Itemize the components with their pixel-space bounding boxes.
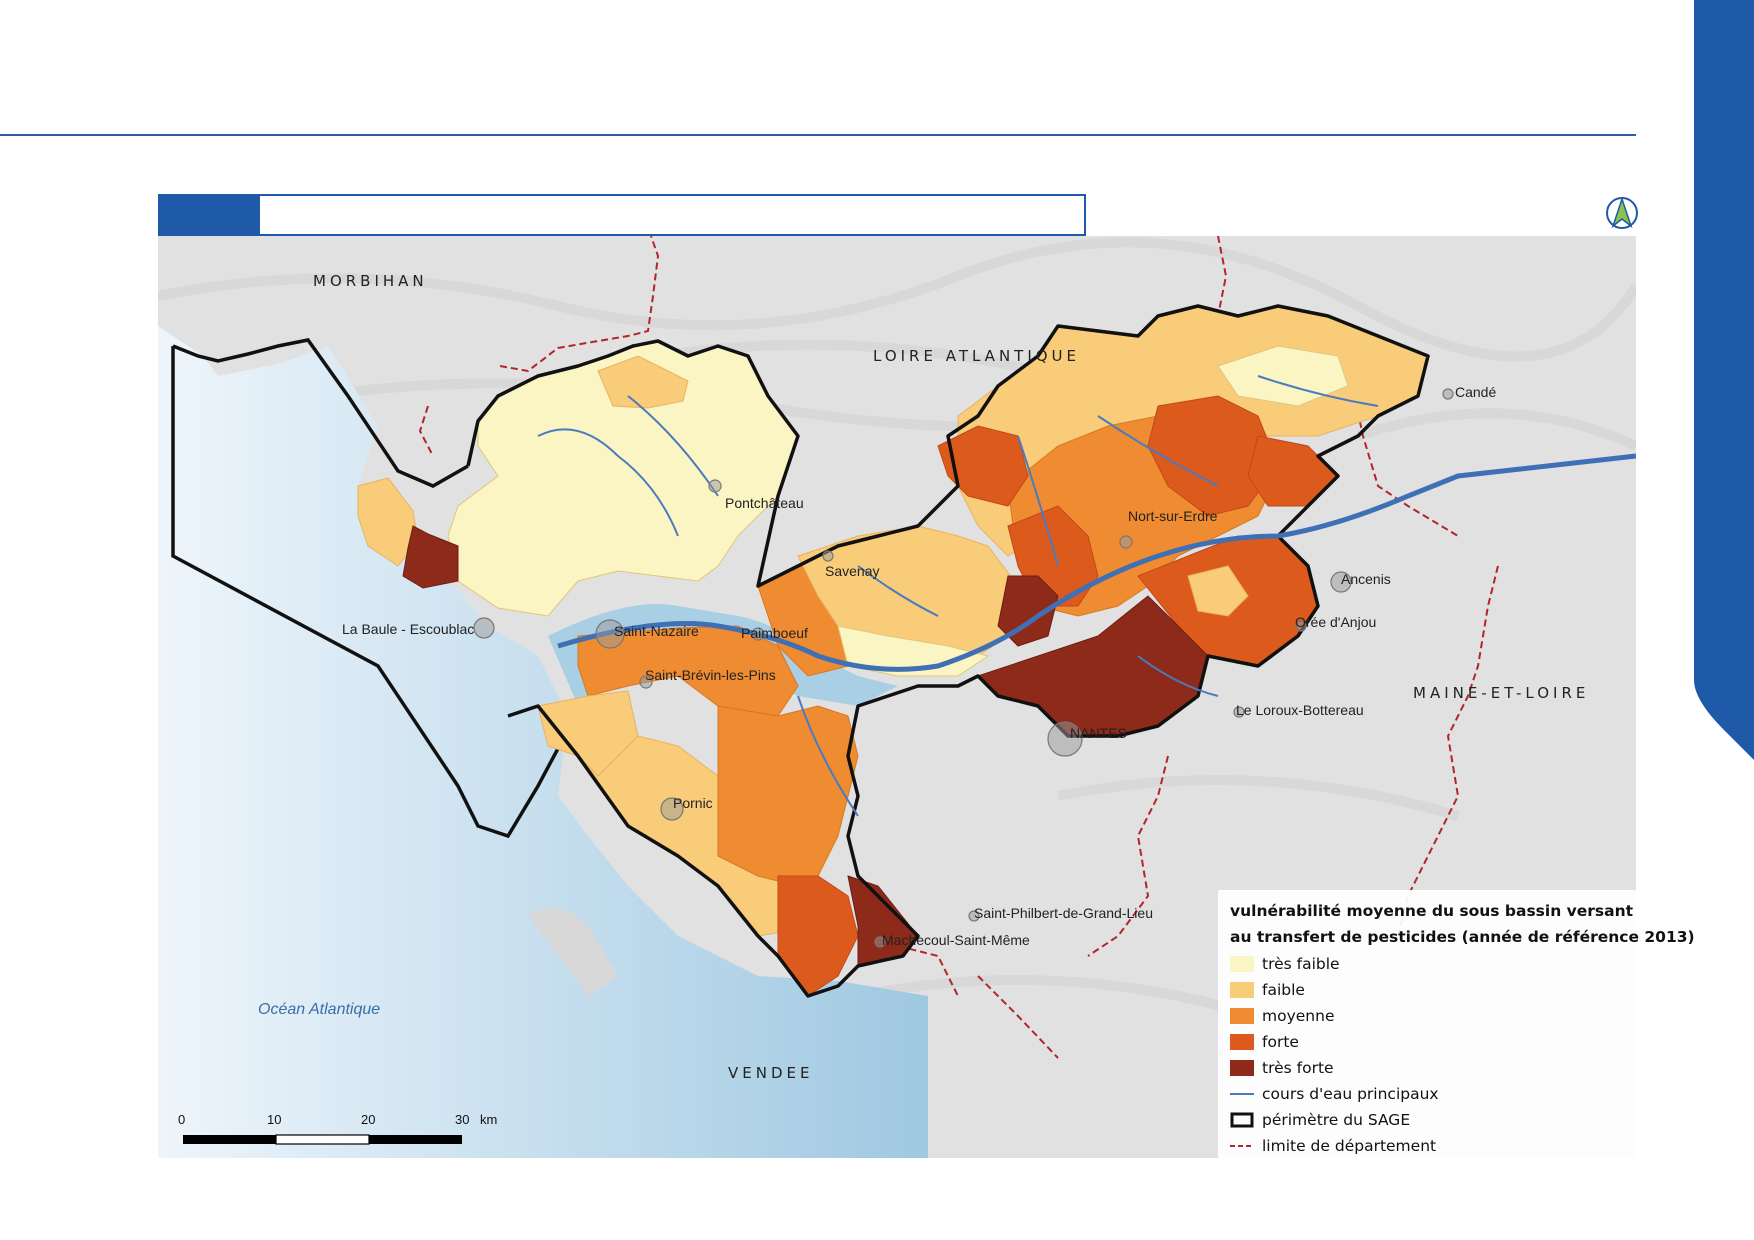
legend-label: cours d'eau principaux	[1262, 1085, 1439, 1103]
marker-saint-nazaire	[595, 619, 625, 649]
ocean-label: Océan Atlantique	[258, 1001, 380, 1018]
town-label-oree: Orée d'Anjou	[1295, 614, 1376, 630]
scale-tick-label: 10	[267, 1112, 282, 1127]
legend-item-tres-forte: très forte	[1230, 1057, 1334, 1079]
town-label-paimboeuf: Paimboeuf	[741, 625, 808, 641]
marker-pornic	[660, 797, 684, 821]
scale-tick-label: 30	[455, 1112, 470, 1127]
basin-moyenne-south	[717, 705, 859, 887]
legend-label: faible	[1262, 981, 1305, 999]
legend-item-moyenne: moyenne	[1230, 1005, 1334, 1027]
marker-nantes	[1047, 721, 1083, 757]
side-tab	[1694, 0, 1754, 760]
legend-label: périmètre du SAGE	[1262, 1111, 1411, 1129]
legend-label: très faible	[1262, 955, 1340, 973]
map-title-box	[158, 194, 1086, 236]
scale-numbers: 0 10 20 30 km	[178, 1112, 518, 1130]
marker-paimboeuf	[751, 627, 765, 641]
legend-swatch-forte	[1230, 1034, 1254, 1050]
town-label-savenay: Savenay	[825, 563, 879, 579]
marker-pontchateau	[708, 479, 722, 493]
legend-dept-limit-icon	[1230, 1145, 1254, 1147]
dept-label-loire-atlantique: LOIRE ATLANTIQUE	[873, 347, 1080, 365]
dept-label-vendee: VENDEE	[728, 1064, 813, 1082]
legend-title-line1: vulnérabilité moyenne du sous bassin ver…	[1230, 902, 1634, 920]
marker-loroux	[1233, 706, 1245, 718]
legend-item-rivers: cours d'eau principaux	[1230, 1083, 1439, 1105]
sea	[158, 326, 928, 1158]
basin-forte-north	[937, 425, 1029, 507]
legend-label: limite de département	[1262, 1137, 1437, 1155]
legend-label: très forte	[1262, 1059, 1334, 1077]
basin-escoublac	[402, 525, 459, 589]
legend-river-line-icon	[1230, 1093, 1254, 1095]
basin-tres-faible-northeast	[1217, 345, 1349, 407]
town-label-saint-nazaire: Saint-Nazaire	[614, 623, 699, 639]
legend-item-faible: faible	[1230, 979, 1305, 1001]
legend-swatch-faible	[1230, 982, 1254, 998]
scale-tick-label: 20	[361, 1112, 376, 1127]
legend-label: moyenne	[1262, 1007, 1335, 1025]
town-labels: Pontchâteau Savenay La Baule - Escoublac…	[342, 384, 1496, 948]
marker-nort	[1119, 535, 1133, 549]
town-label-la-baule: La Baule - Escoublac	[342, 621, 474, 637]
marker-saint-brevin	[639, 675, 653, 689]
marker-la-baule	[473, 617, 495, 639]
town-markers	[473, 388, 1454, 948]
legend-perimeter-icon	[1230, 1112, 1254, 1128]
legend-swatch-moyenne	[1230, 1008, 1254, 1024]
scale-bar-graphic	[183, 1134, 462, 1145]
town-label-ancenis: Ancenis	[1341, 571, 1391, 587]
scale-tick-label: 0	[178, 1112, 186, 1127]
dept-label-maine-et-loire: MAINE-ET-LOIRE	[1413, 684, 1589, 702]
town-label-loroux: Le Loroux-Bottereau	[1236, 702, 1364, 718]
marker-savenay	[822, 550, 834, 562]
town-label-nantes: NANTES	[1070, 725, 1127, 741]
legend-swatch-tres-forte	[1230, 1060, 1254, 1076]
scale-unit: km	[480, 1112, 498, 1127]
town-label-saint-philbert: Saint-Philbert-de-Grand-Lieu	[974, 905, 1153, 921]
dept-label-morbihan: MORBIHAN	[313, 272, 428, 290]
marker-machecoul	[874, 936, 886, 948]
basin-faible-oree	[1187, 565, 1249, 617]
marker-cande	[1442, 388, 1454, 400]
town-label-saint-brevin: Saint-Brévin-les-Pins	[645, 667, 776, 683]
legend-title-line2: au transfert de pesticides (année de réf…	[1230, 928, 1695, 946]
town-label-pornic: Pornic	[673, 795, 713, 811]
sage-perimeter-offshore	[171, 346, 580, 839]
sage-perimeter	[466, 304, 1430, 998]
marker-saint-philbert	[968, 910, 980, 922]
marker-ancenis	[1330, 571, 1352, 593]
legend-item-dept-limit: limite de département	[1230, 1135, 1436, 1157]
island	[528, 908, 618, 996]
sage-perimeter-sea	[172, 338, 469, 488]
main-rivers	[537, 375, 1636, 817]
town-label-pontchateau: Pontchâteau	[725, 495, 804, 511]
map-legend: vulnérabilité moyenne du sous bassin ver…	[1218, 890, 1695, 1158]
legend-swatch-tres-faible	[1230, 956, 1254, 972]
legend-label: forte	[1262, 1033, 1299, 1051]
legend-item-tres-faible: très faible	[1230, 953, 1340, 975]
header-rule	[0, 134, 1636, 136]
scale-bar: 0 10 20 30 km	[178, 1112, 518, 1152]
legend-item-sage-perimeter: périmètre du SAGE	[1230, 1109, 1410, 1131]
town-label-cande: Candé	[1455, 384, 1496, 400]
title-accent-block	[160, 196, 260, 234]
basin-forte-east	[1147, 395, 1279, 517]
marker-oree	[1295, 620, 1307, 632]
basin-faible-north	[597, 355, 689, 409]
north-arrow-icon	[1606, 196, 1638, 229]
basin-tres-forte-nort	[997, 575, 1059, 647]
legend-item-forte: forte	[1230, 1031, 1299, 1053]
town-label-nort: Nort-sur-Erdre	[1128, 508, 1218, 524]
town-label-machecoul: Machecoul-Saint-Même	[882, 932, 1030, 948]
